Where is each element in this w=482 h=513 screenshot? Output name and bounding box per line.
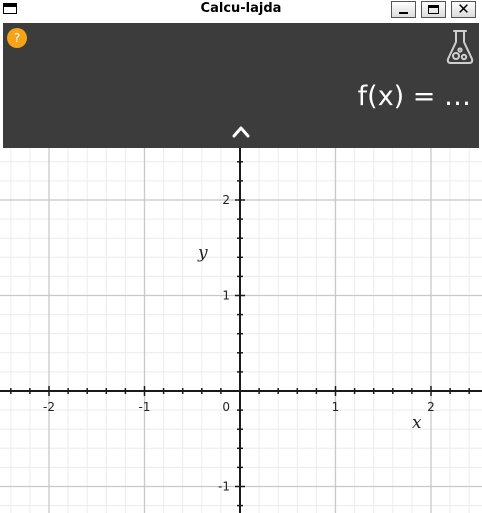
function-input-panel: ? f(x) = … <box>3 23 479 148</box>
function-expression[interactable]: f(x) = … <box>357 81 471 112</box>
x-tick-label: 0 <box>222 400 230 414</box>
expand-toggle-button[interactable] <box>229 120 253 144</box>
minor-grid <box>0 148 482 513</box>
tick-labels: -2 -1 0 1 2 2 1 -1 <box>43 193 435 494</box>
minimize-icon <box>399 12 408 14</box>
graph-canvas[interactable]: -2 -1 0 1 2 2 1 -1 x y <box>0 148 482 513</box>
chevron-up-icon <box>232 126 250 138</box>
flask-icon <box>446 30 474 64</box>
x-tick-label: -1 <box>139 400 151 414</box>
x-tick-label: -2 <box>43 400 55 414</box>
y-tick-label: 1 <box>222 289 230 303</box>
y-axis-label: y <box>197 243 208 263</box>
window-menu-icon[interactable] <box>3 3 17 14</box>
graph-area[interactable]: -2 -1 0 1 2 2 1 -1 x y <box>0 148 482 513</box>
minimize-button[interactable] <box>391 1 416 18</box>
axis-ticks <box>10 161 470 507</box>
lab-button[interactable] <box>444 26 476 66</box>
x-tick-label: 2 <box>427 400 435 414</box>
maximize-icon <box>428 5 439 14</box>
x-tick-label: 1 <box>332 400 340 414</box>
title-bar[interactable]: Calcu-lajda ✕ <box>0 0 482 21</box>
x-axis-label: x <box>412 413 422 433</box>
close-icon: ✕ <box>457 0 470 18</box>
y-tick-label: -1 <box>218 480 230 494</box>
help-button[interactable]: ? <box>7 28 27 48</box>
y-tick-label: 2 <box>222 193 230 207</box>
axes <box>0 148 482 513</box>
maximize-button[interactable] <box>421 1 446 18</box>
close-button[interactable]: ✕ <box>451 1 476 18</box>
